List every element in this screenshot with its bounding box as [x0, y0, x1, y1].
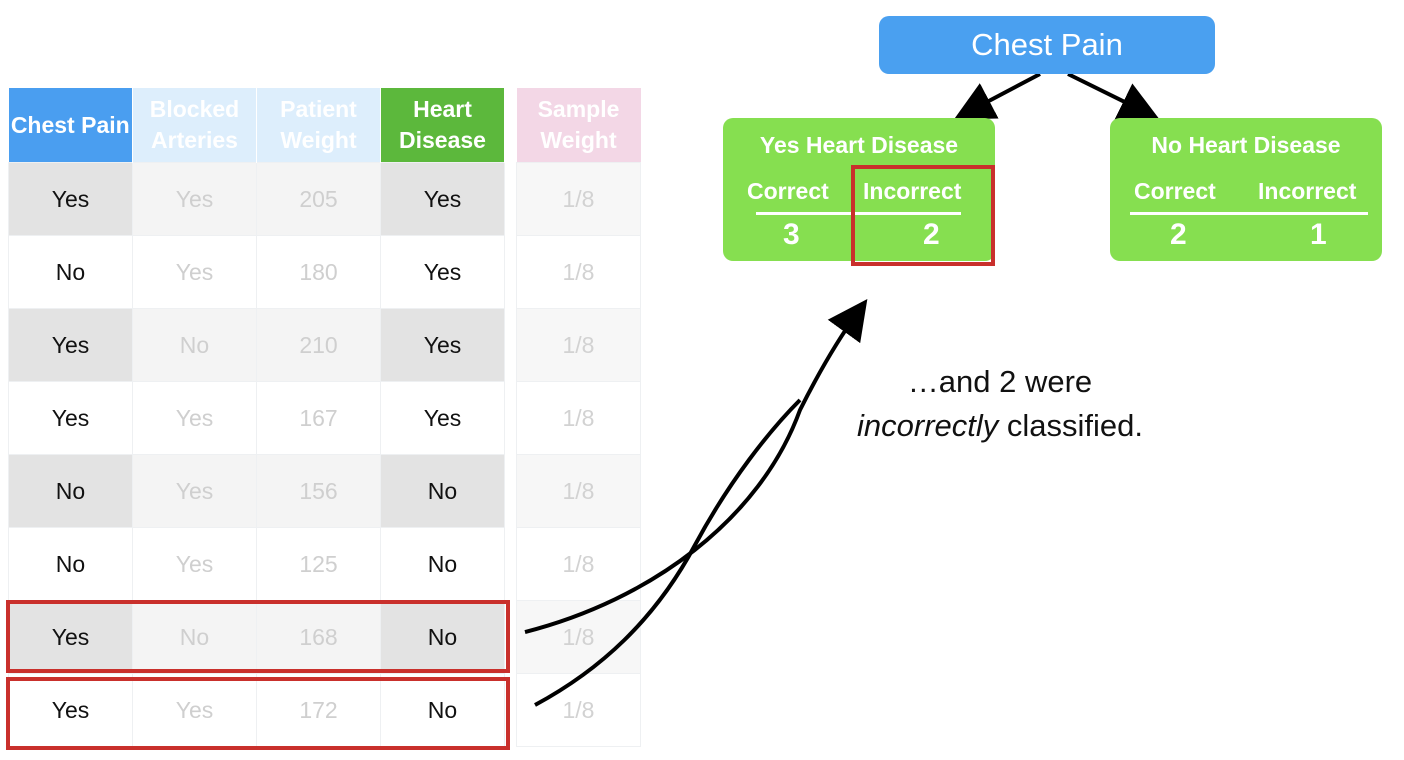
leaf-divider: [1130, 212, 1368, 215]
table-header-row: Chest Pain Blocked Arteries Patient Weig…: [8, 88, 505, 163]
sample-weight-table: Sample Weight 1/8 1/8 1/8 1/8 1/8 1/8 1/8 1/8: [516, 88, 641, 747]
sample-weight-cell: 1/8: [516, 527, 641, 601]
row-highlight-7: [6, 600, 510, 673]
heart-disease-cell: No: [380, 454, 505, 528]
header-sample-weight: Sample Weight: [516, 88, 641, 163]
incorrect-count: 2: [923, 218, 940, 251]
chest-pain-cell: Yes: [8, 600, 133, 674]
heart-disease-cell: No: [380, 600, 505, 674]
chest-pain-cell: No: [8, 454, 133, 528]
patient-weight-cell: 205: [256, 162, 381, 236]
chest-pain-cell: Yes: [8, 381, 133, 455]
correct-count: 2: [1170, 218, 1187, 251]
table-row: Yes No 210 Yes: [8, 308, 505, 382]
patient-weight-cell: 180: [256, 235, 381, 309]
chest-pain-cell: Yes: [8, 162, 133, 236]
annotation-emphasis: incorrectly: [857, 408, 999, 443]
table-row: No Yes 125 No: [8, 527, 505, 601]
table-row: No Yes 156 No: [8, 454, 505, 528]
leaf-title: No Heart Disease: [1151, 132, 1341, 158]
heart-disease-cell: Yes: [380, 162, 505, 236]
chest-pain-cell: No: [8, 235, 133, 309]
header-chest-pain: Chest Pain: [8, 88, 133, 163]
table-row: 1/8: [516, 454, 641, 528]
sample-weight-cell: 1/8: [516, 381, 641, 455]
header-heart-disease: Heart Disease: [380, 88, 505, 163]
sample-weight-header-row: Sample Weight: [516, 88, 641, 163]
incorrect-label: Incorrect: [863, 178, 962, 204]
correct-label: Correct: [1134, 178, 1216, 204]
table-row: 1/8: [516, 162, 641, 236]
data-table: Chest Pain Blocked Arteries Patient Weig…: [8, 88, 505, 747]
heart-disease-cell: No: [380, 527, 505, 601]
heart-disease-cell: No: [380, 673, 505, 747]
tree-edge-right: [1067, 72, 1160, 120]
patient-weight-cell: 210: [256, 308, 381, 382]
blocked-arteries-cell: No: [132, 308, 257, 382]
correct-count: 3: [783, 218, 800, 251]
table-row: No Yes 180 Yes: [8, 235, 505, 309]
incorrect-highlight-box: [851, 165, 995, 266]
sample-weight-cell: 1/8: [516, 454, 641, 528]
annotation-line1: …and 2 were: [907, 364, 1093, 399]
blocked-arteries-cell: Yes: [132, 381, 257, 455]
table-row: 1/8: [516, 673, 641, 747]
sample-weight-cell: 1/8: [516, 673, 641, 747]
heart-disease-cell: Yes: [380, 235, 505, 309]
table-row: Yes Yes 205 Yes: [8, 162, 505, 236]
heart-disease-cell: Yes: [380, 381, 505, 455]
patient-weight-cell: 172: [256, 673, 381, 747]
chest-pain-cell: Yes: [8, 673, 133, 747]
tree-edge-left: [953, 72, 1041, 120]
blocked-arteries-cell: No: [132, 600, 257, 674]
leaf-divider: [756, 212, 961, 215]
header-patient-weight: Patient Weight: [256, 88, 381, 163]
curved-arrow-row7: [524, 299, 868, 634]
table-row: 1/8: [516, 308, 641, 382]
sample-weight-cell: 1/8: [516, 308, 641, 382]
sample-weight-cell: 1/8: [516, 235, 641, 309]
table-row: Yes Yes 167 Yes: [8, 381, 505, 455]
table-row: Yes Yes 172 No: [8, 673, 505, 747]
annotation-rest: classified.: [998, 408, 1143, 443]
blocked-arteries-cell: Yes: [132, 527, 257, 601]
patient-weight-cell: 167: [256, 381, 381, 455]
leaf-yes-heart-disease: Yes Heart Disease Correct Incorrect 3 2: [723, 118, 995, 261]
leaf-title: Yes Heart Disease: [759, 132, 959, 158]
tree-root-chest-pain: Chest Pain: [879, 16, 1215, 74]
blocked-arteries-cell: Yes: [132, 235, 257, 309]
correct-label: Correct: [747, 178, 829, 204]
row-highlight-8: [6, 677, 510, 750]
leaf-no-heart-disease: No Heart Disease Correct Incorrect 2 1: [1110, 118, 1382, 261]
sample-weight-cell: 1/8: [516, 162, 641, 236]
blocked-arteries-cell: Yes: [132, 454, 257, 528]
table-row: 1/8: [516, 527, 641, 601]
curved-arrow-row8: [534, 398, 802, 707]
table-row: 1/8: [516, 235, 641, 309]
patient-weight-cell: 156: [256, 454, 381, 528]
annotation-text: …and 2 were incorrectly classified.: [790, 360, 1210, 448]
header-blocked-arteries: Blocked Arteries: [132, 88, 257, 163]
incorrect-count: 1: [1310, 218, 1327, 251]
chest-pain-cell: No: [8, 527, 133, 601]
annotation-line2: incorrectly classified.: [790, 404, 1210, 448]
heart-disease-cell: Yes: [380, 308, 505, 382]
table-row: Yes No 168 No: [8, 600, 505, 674]
table-row: 1/8: [516, 381, 641, 455]
incorrect-label: Incorrect: [1258, 178, 1357, 204]
